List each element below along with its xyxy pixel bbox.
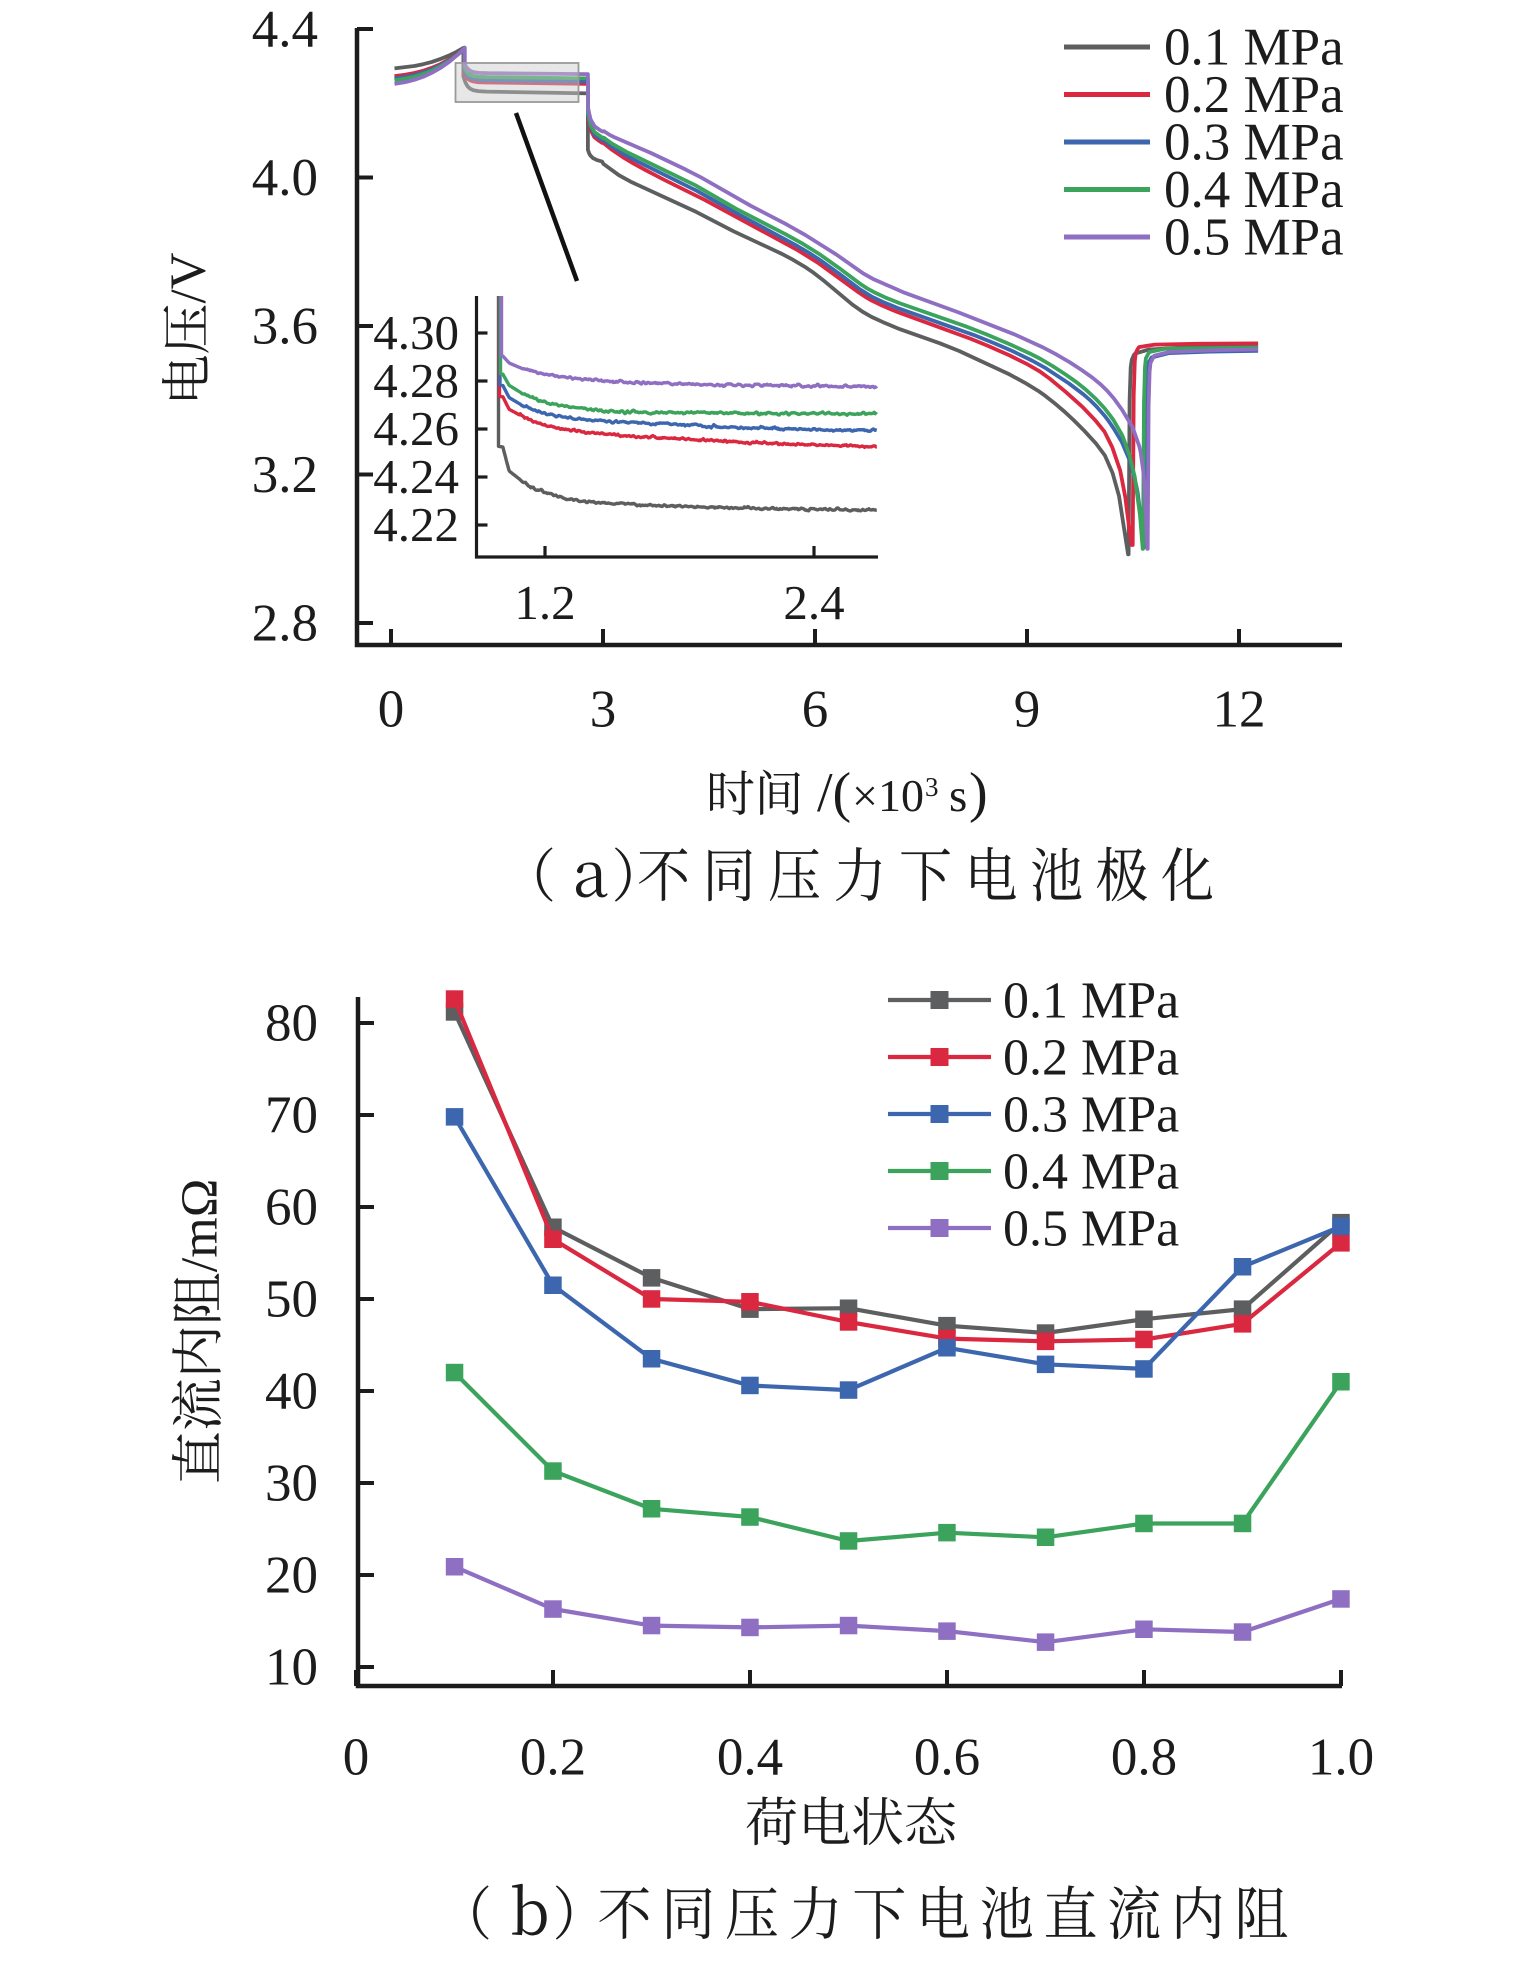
svg-text:0.1 MPa: 0.1 MPa [1164,19,1344,77]
svg-text:4.4: 4.4 [252,1,318,59]
svg-text:6: 6 [802,681,829,739]
svg-text:0: 0 [378,681,405,739]
svg-text:0.3 MPa: 0.3 MPa [1164,114,1344,172]
svg-text:40: 40 [265,1363,318,1421]
svg-text:0.3 MPa: 0.3 MPa [1003,1087,1179,1144]
svg-text:0.5 MPa: 0.5 MPa [1164,209,1344,267]
svg-text:0.2 MPa: 0.2 MPa [1164,66,1344,124]
svg-text:3.2: 3.2 [252,446,318,504]
svg-text:4.0: 4.0 [252,149,318,207]
svg-text:50: 50 [265,1271,318,1329]
svg-text:0.2: 0.2 [520,1729,586,1787]
svg-text:9: 9 [1014,681,1041,739]
svg-text:0.2 MPa: 0.2 MPa [1003,1030,1179,1087]
svg-text:80: 80 [265,995,318,1053]
svg-text:4.30: 4.30 [373,305,459,360]
svg-text:3: 3 [590,681,617,739]
svg-text:s: s [949,770,967,822]
svg-text:12: 12 [1213,681,1266,739]
svg-text:20: 20 [265,1547,318,1605]
svg-text:0.4 MPa: 0.4 MPa [1164,161,1344,219]
svg-text:0.4 MPa: 0.4 MPa [1003,1144,1179,1201]
svg-text:): ) [969,762,988,824]
svg-text:0.1 MPa: 0.1 MPa [1003,973,1179,1030]
svg-text:1.0: 1.0 [1308,1729,1374,1787]
svg-text:0.5 MPa: 0.5 MPa [1003,1201,1179,1258]
svg-text:3.6: 3.6 [252,298,318,356]
svg-text:1.2: 1.2 [514,575,575,630]
svg-text:0.4: 0.4 [717,1729,783,1787]
svg-text:4.28: 4.28 [373,353,459,408]
svg-text:60: 60 [265,1179,318,1237]
svg-text:3: 3 [925,772,939,802]
svg-text:4.26: 4.26 [373,401,459,456]
svg-text:0.6: 0.6 [914,1729,980,1787]
svg-text:0.8: 0.8 [1111,1729,1177,1787]
svg-text:0: 0 [343,1729,370,1787]
svg-text:2.4: 2.4 [783,575,844,630]
svg-text:/V: /V [161,252,217,303]
svg-text:/mΩ: /mΩ [172,1179,229,1273]
svg-text:4.24: 4.24 [373,449,459,504]
svg-text:4.22: 4.22 [373,497,459,552]
svg-text:30: 30 [265,1455,318,1513]
svg-text:2.8: 2.8 [252,595,318,653]
svg-text:10: 10 [265,1639,318,1697]
svg-text:×10: ×10 [852,770,924,821]
svg-text:/(: /( [817,762,851,824]
svg-text:70: 70 [265,1087,318,1145]
